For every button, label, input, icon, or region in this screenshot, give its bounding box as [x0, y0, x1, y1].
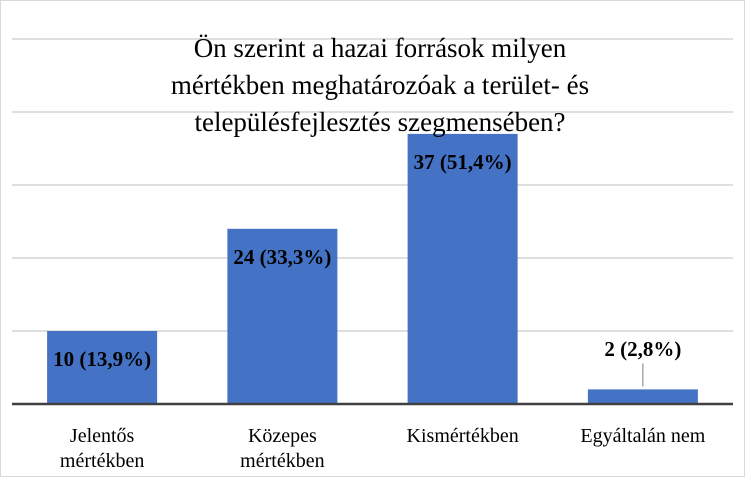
bar [587, 389, 698, 404]
data-label: 37 (51,4%) [413, 149, 512, 174]
x-tick-label: Egyáltalán nem [580, 425, 706, 447]
x-tick-label: Kismértékben [406, 425, 519, 447]
data-label: 10 (13,9%) [53, 347, 152, 371]
data-label: 2 (2,8%) [604, 337, 682, 362]
x-tick-label: Közepes mértékben [240, 425, 325, 472]
chart-title: Ön szerint a hazai források milyen mérté… [170, 33, 590, 137]
bar [407, 133, 518, 404]
x-tick-label: Jelentős mértékben [59, 425, 145, 472]
bar [47, 331, 158, 404]
data-label: 24 (33,3%) [233, 244, 332, 269]
bar [227, 228, 338, 404]
